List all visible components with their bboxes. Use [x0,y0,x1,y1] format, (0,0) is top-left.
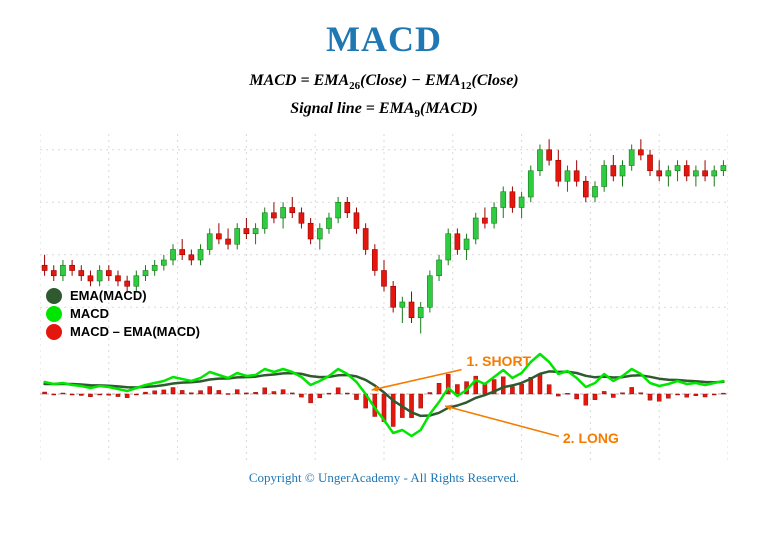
macd-indicator-chart: 1. SHORT 2. LONG [40,344,728,464]
legend-item: MACD [46,306,200,322]
legend-label: MACD [70,306,109,321]
legend-label: MACD – EMA(MACD) [70,324,200,339]
legend-swatch [46,324,62,340]
annotation-short: 1. SHORT [467,353,532,369]
formulas: MACD = EMA26(Close) − EMA12(Close) Signa… [40,68,728,124]
macd-infographic: { "title": "MACD", "formula1_html": "MAC… [0,0,768,533]
price-candlestick-chart: EMA(MACD) MACD MACD – EMA(MACD) [40,134,728,344]
legend-swatch [46,288,62,304]
copyright: Copyright © UngerAcademy - All Rights Re… [40,470,728,486]
legend-label: EMA(MACD) [70,288,147,303]
legend: EMA(MACD) MACD MACD – EMA(MACD) [46,286,200,342]
legend-swatch [46,306,62,322]
formula-macd: MACD = EMA26(Close) − EMA12(Close) [40,68,728,96]
legend-item: EMA(MACD) [46,288,200,304]
annotation-long: 2. LONG [563,430,619,446]
chart-title: MACD [40,18,728,60]
formula-signal: Signal line = EMA9(MACD) [40,96,728,124]
legend-item: MACD – EMA(MACD) [46,324,200,340]
